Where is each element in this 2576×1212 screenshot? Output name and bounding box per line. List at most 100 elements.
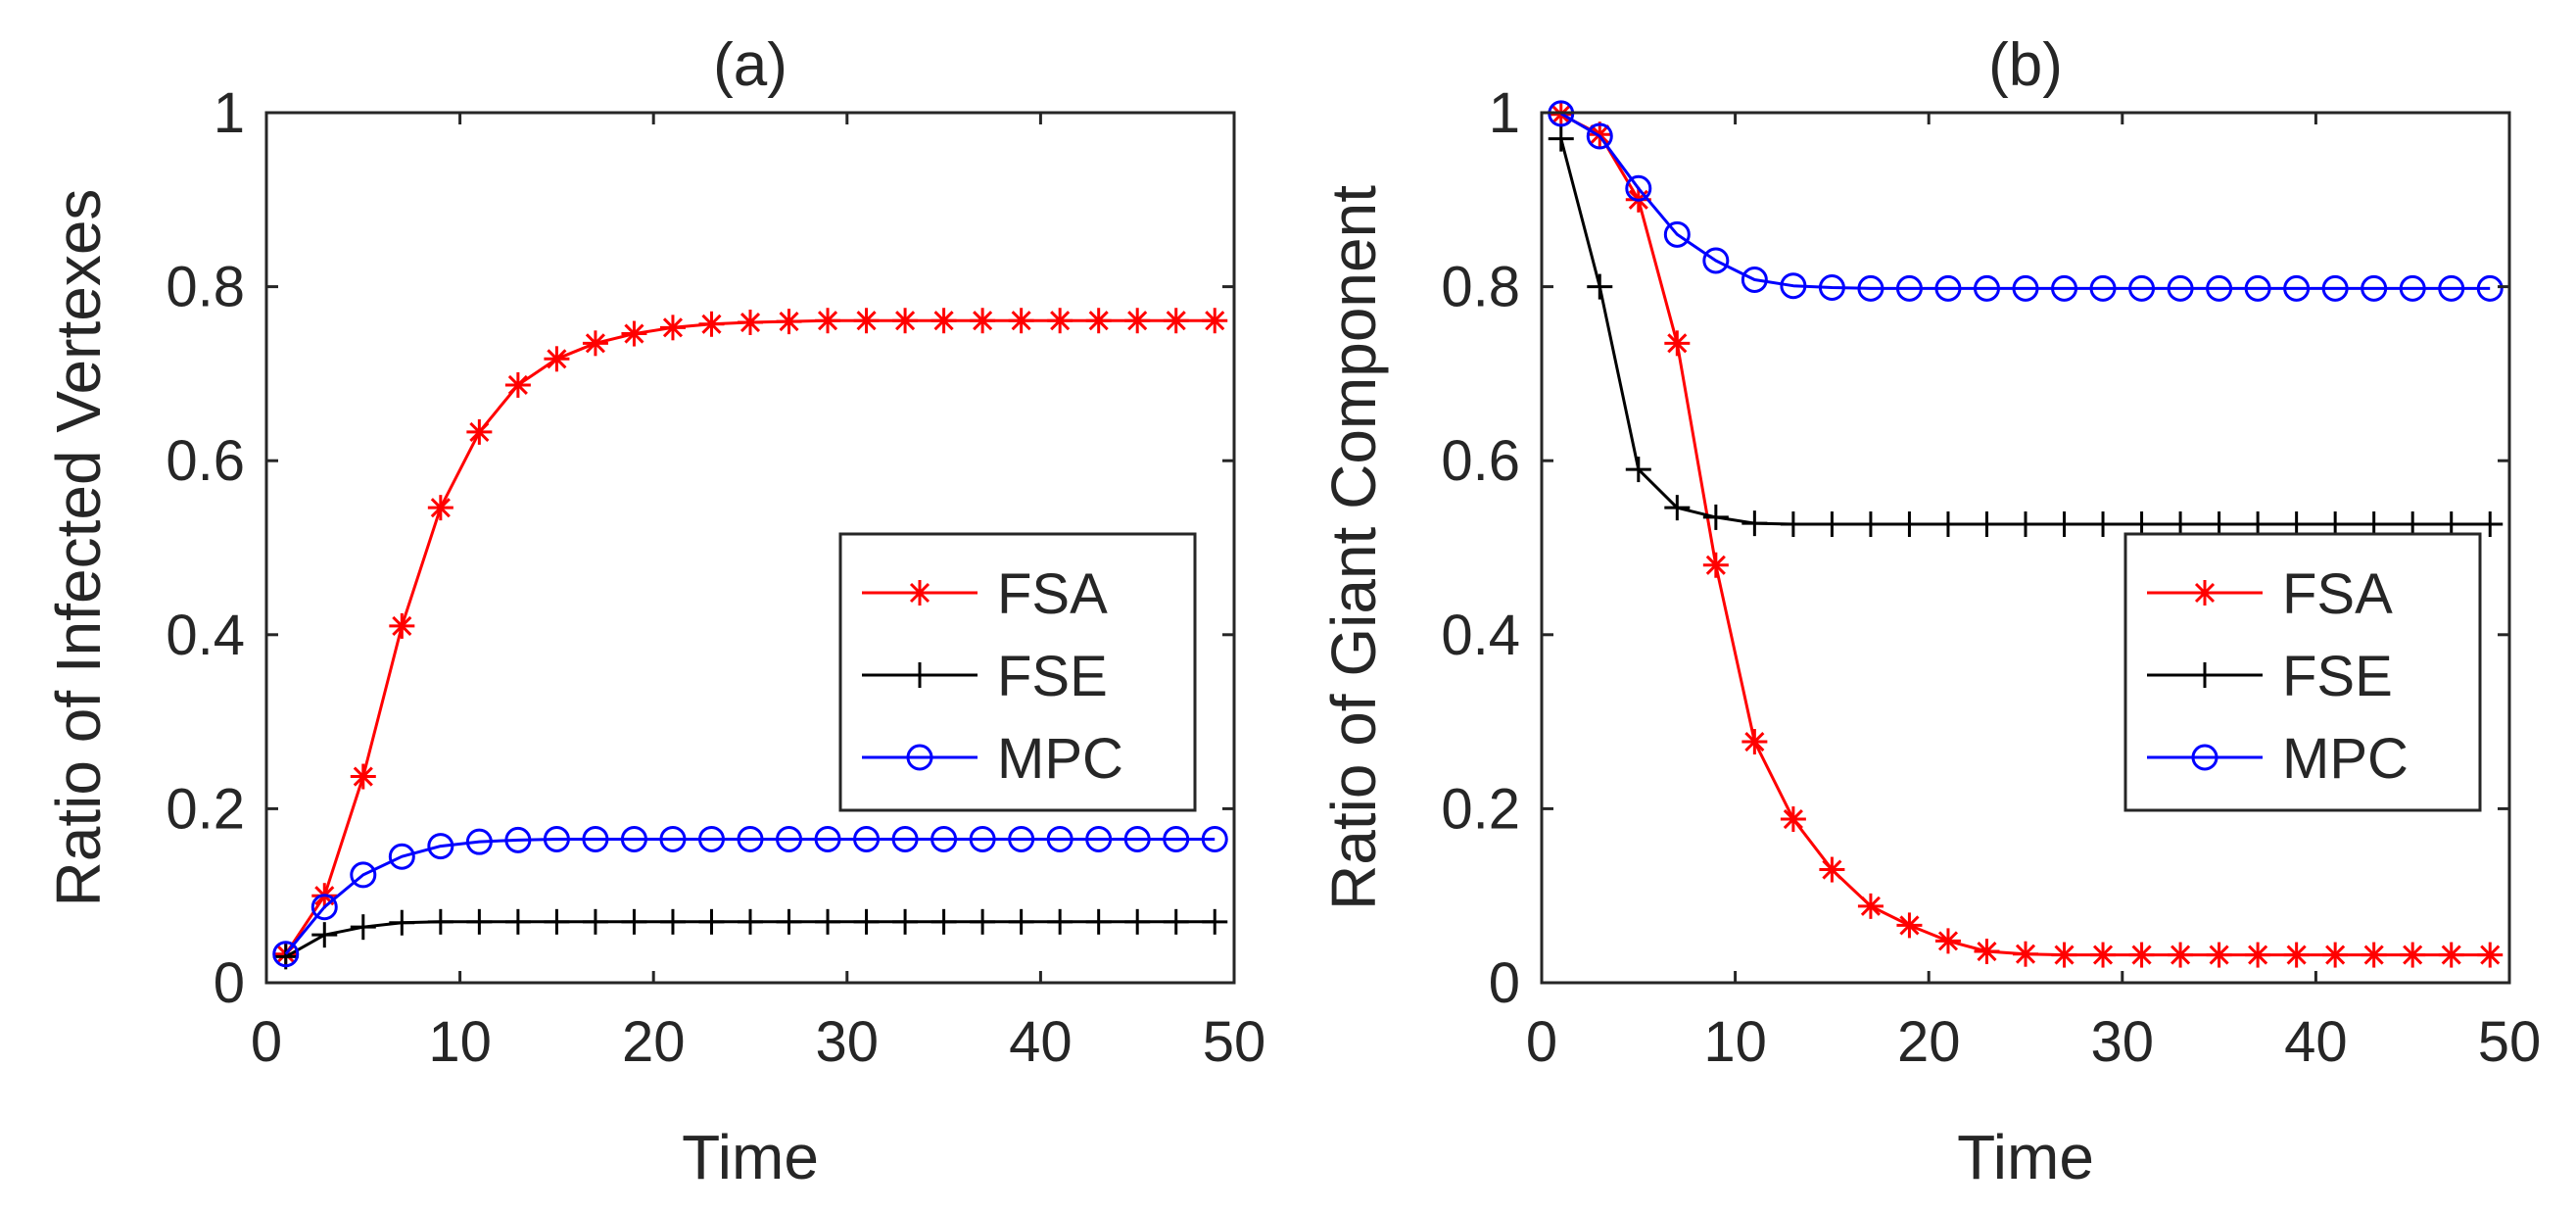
data-point-fse bbox=[466, 908, 493, 935]
axes-box bbox=[264, 111, 1236, 985]
data-point-fsa bbox=[1974, 939, 2000, 965]
legend-box bbox=[838, 532, 1197, 812]
data-point-mpc bbox=[1702, 247, 1730, 274]
data-point-mpc bbox=[1163, 825, 1190, 852]
data-point-fsa bbox=[738, 310, 763, 336]
data-point-mpc bbox=[620, 825, 647, 852]
data-point-fsa bbox=[815, 308, 841, 334]
data-point-fsa bbox=[853, 308, 880, 334]
x-tick-label: 10 bbox=[428, 1010, 492, 1074]
data-point-fsa bbox=[466, 418, 493, 445]
legend-marker bbox=[2192, 662, 2218, 688]
data-point-fse bbox=[1664, 495, 1691, 521]
data-point-fsa bbox=[970, 308, 996, 334]
legend-label: FSE bbox=[997, 645, 1108, 708]
data-point-mpc bbox=[2321, 274, 2349, 302]
data-point-fse bbox=[930, 908, 957, 935]
data-point-fsa bbox=[930, 308, 957, 334]
data-point-fsa bbox=[1085, 308, 1112, 334]
data-point-mpc bbox=[1663, 220, 1691, 248]
data-point-fsa bbox=[2400, 942, 2426, 968]
data-point-mpc bbox=[2399, 274, 2426, 302]
data-point-mpc bbox=[2438, 274, 2465, 302]
data-point-fse bbox=[2090, 511, 2117, 538]
data-point-mpc bbox=[2012, 274, 2039, 302]
data-point-fse bbox=[1857, 511, 1884, 538]
data-point-fse bbox=[2013, 511, 2038, 538]
legend: FSA FSE MPC bbox=[838, 532, 1197, 812]
series-mpc bbox=[1548, 100, 2504, 302]
data-point-fsa bbox=[2361, 942, 2387, 968]
series-fsa bbox=[272, 308, 1228, 967]
y-tick-label: 0.2 bbox=[166, 777, 245, 841]
panel-b: 0 10 20 30 40 50 0 0.2 0.4 0.6 0.8 1 (b) Time Ratio of… bbox=[1318, 31, 2541, 1192]
x-axis-label: Time bbox=[682, 1122, 819, 1192]
data-point-mpc bbox=[776, 825, 803, 852]
data-point-fsa bbox=[504, 371, 531, 398]
legend-marker bbox=[906, 744, 933, 771]
legend-marker bbox=[907, 580, 932, 606]
data-point-fse bbox=[1085, 908, 1112, 935]
data-point-fsa bbox=[1819, 856, 1845, 883]
data-point-mpc bbox=[1741, 266, 1768, 293]
data-point-fse bbox=[698, 908, 725, 935]
y-axis-label: Ratio of Giant Component bbox=[1318, 185, 1389, 910]
data-point-fse bbox=[544, 908, 570, 935]
data-point-mpc bbox=[969, 825, 996, 852]
data-point-mpc bbox=[1895, 274, 1923, 302]
data-point-fsa bbox=[2477, 942, 2504, 968]
legend-label: FSA bbox=[997, 562, 1108, 626]
data-point-fse bbox=[1741, 510, 1768, 537]
data-point-fsa bbox=[1047, 308, 1073, 334]
data-point-fse bbox=[738, 908, 763, 935]
data-point-fse bbox=[389, 909, 415, 936]
x-tick-label: 40 bbox=[2284, 1010, 2348, 1074]
legend-entry-mpc: MPC bbox=[862, 727, 1123, 791]
data-point-fse bbox=[1702, 504, 1729, 530]
data-point-fsa bbox=[2283, 942, 2310, 968]
chart-title: (b) bbox=[1988, 31, 2063, 99]
data-point-fse bbox=[2051, 511, 2077, 538]
data-point-fse bbox=[1124, 908, 1151, 935]
data-point-fsa bbox=[2013, 941, 2038, 967]
series-mpc bbox=[272, 825, 1228, 968]
data-point-fse bbox=[1896, 511, 1923, 538]
y-tick-label: 1 bbox=[1489, 81, 1520, 145]
data-point-fse bbox=[853, 908, 880, 935]
data-point-fse bbox=[1780, 511, 1806, 538]
data-point-mpc bbox=[2361, 274, 2388, 302]
x-tick-label: 0 bbox=[1526, 1010, 1557, 1074]
data-point-fsa bbox=[1587, 121, 1613, 148]
axes-box bbox=[1540, 111, 2511, 985]
data-point-fse bbox=[1625, 457, 1651, 483]
data-point-fsa bbox=[2322, 942, 2349, 968]
series-line-mpc bbox=[1560, 112, 2491, 290]
data-point-fsa bbox=[2051, 942, 2077, 968]
data-point-mpc bbox=[2167, 274, 2194, 302]
data-point-fse bbox=[350, 914, 376, 941]
data-point-fsa bbox=[427, 495, 453, 521]
data-point-mpc bbox=[1586, 122, 1613, 150]
data-point-fsa bbox=[2128, 942, 2155, 968]
data-point-mpc bbox=[350, 861, 377, 889]
data-point-mpc bbox=[2283, 274, 2311, 302]
panel-a: 0 10 20 30 40 50 0 0.2 0.4 0.6 0.8 1 (a) Time Ratio of… bbox=[43, 31, 1265, 1192]
y-tick-label: 1 bbox=[214, 81, 245, 145]
legend-label: FSE bbox=[2282, 645, 2393, 708]
data-point-mpc bbox=[1780, 272, 1807, 300]
data-point-mpc bbox=[2476, 274, 2504, 302]
data-point-fsa bbox=[776, 309, 802, 335]
data-point-mpc bbox=[2244, 274, 2271, 302]
data-point-fse bbox=[1587, 273, 1613, 300]
data-point-mpc bbox=[1046, 825, 1073, 852]
data-point-fsa bbox=[350, 763, 376, 790]
data-point-fse bbox=[1819, 511, 1845, 538]
data-point-mpc bbox=[504, 826, 532, 853]
y-tick-label: 0.8 bbox=[166, 256, 245, 319]
data-point-fse bbox=[504, 908, 531, 935]
legend-entry-fsa: FSA bbox=[2147, 562, 2393, 626]
x-tick-label: 30 bbox=[2091, 1010, 2155, 1074]
data-point-mpc bbox=[814, 825, 841, 852]
data-point-fsa bbox=[2438, 942, 2464, 968]
